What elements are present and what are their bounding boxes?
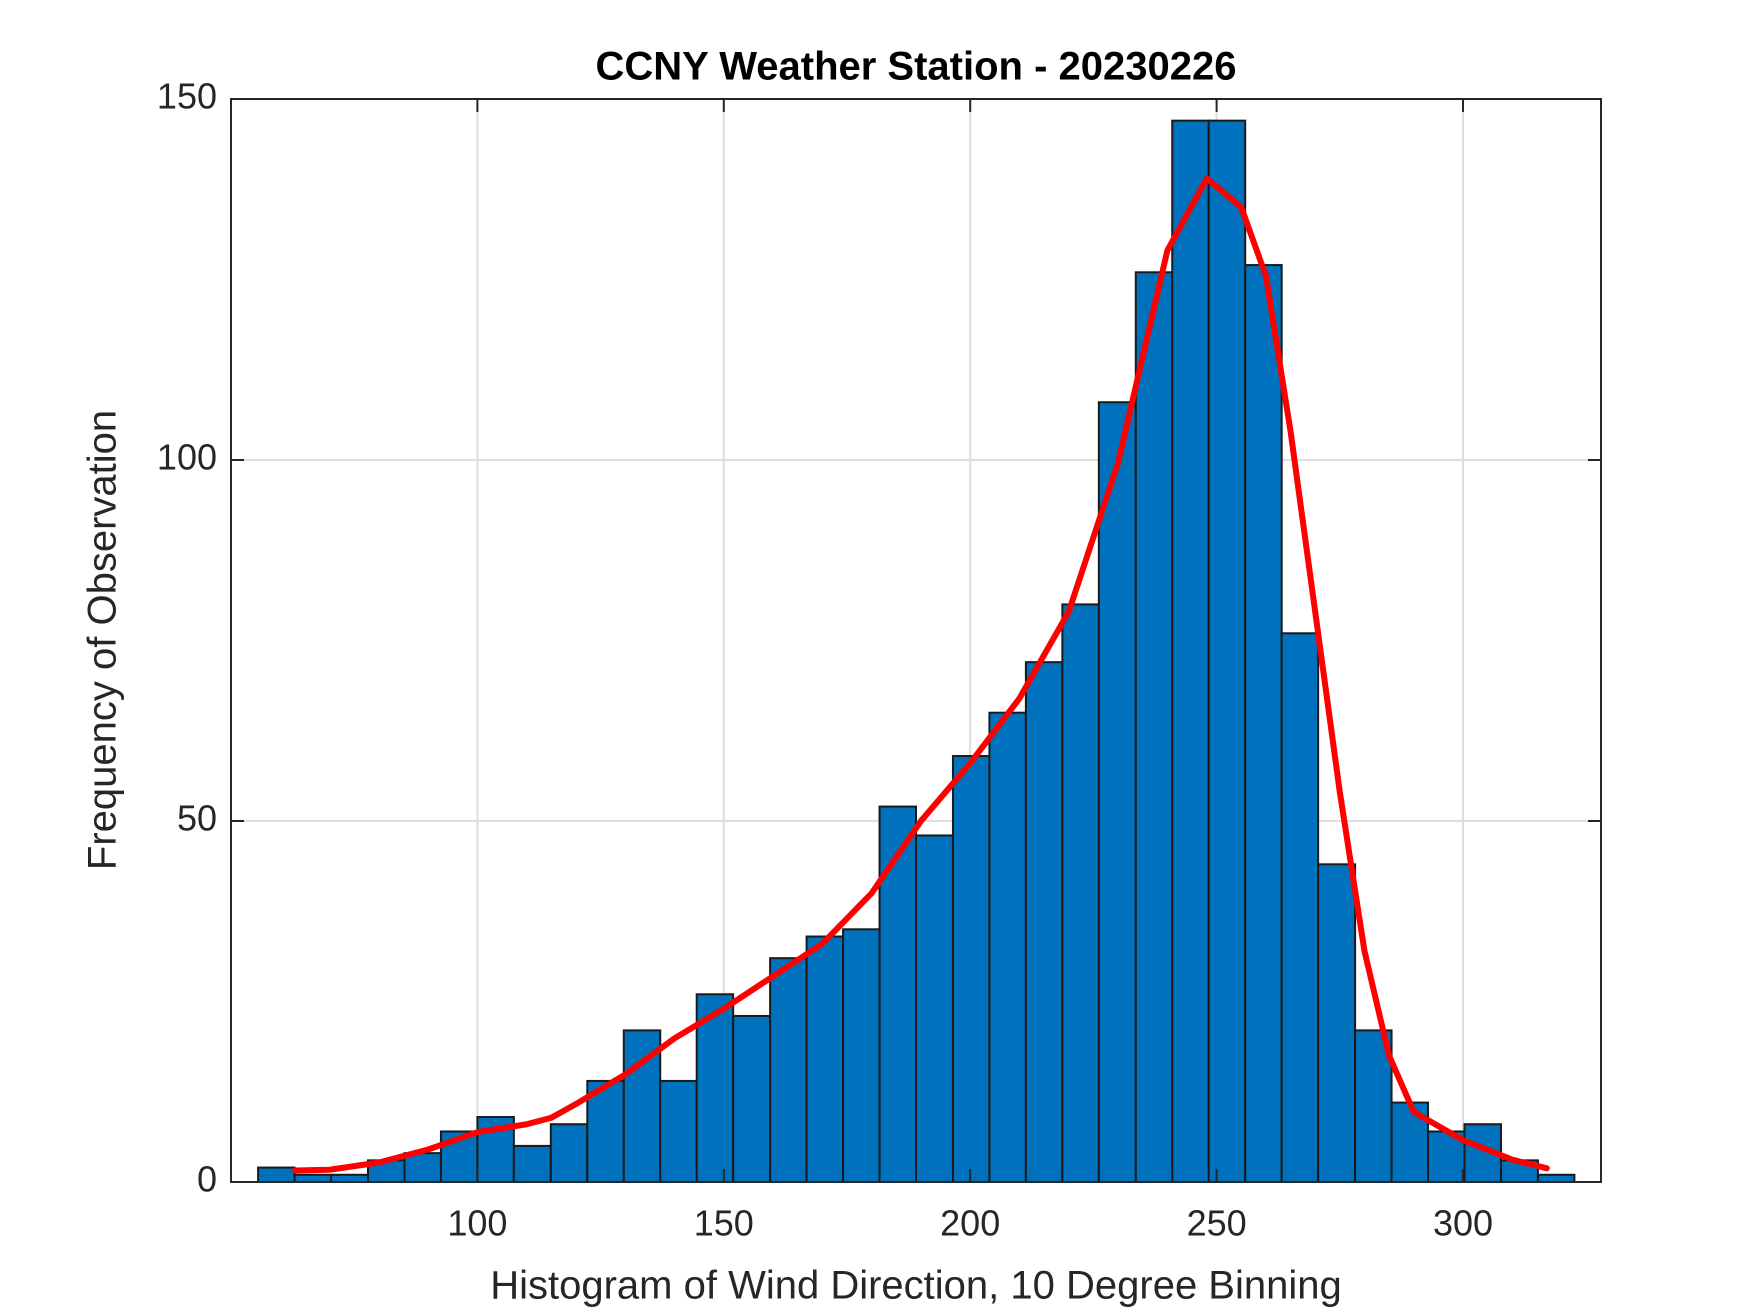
y-tick-label: 100: [157, 437, 217, 478]
bar: [842, 928, 881, 1183]
bar: [1207, 119, 1247, 1183]
y-tick-label: 0: [197, 1159, 217, 1200]
bar: [1171, 119, 1210, 1183]
bar: [549, 1123, 589, 1183]
bar: [951, 755, 991, 1184]
bar: [878, 805, 917, 1183]
bar: [1061, 603, 1100, 1183]
bar: [915, 834, 954, 1183]
x-tick-label: 100: [447, 1203, 507, 1244]
bar: [732, 1014, 772, 1183]
x-axis-label: Histogram of Wind Direction, 10 Degree B…: [490, 1264, 1342, 1308]
y-tick-label: 150: [157, 76, 217, 117]
axes-box: [230, 98, 1602, 1183]
x-tick-label: 250: [1187, 1203, 1247, 1244]
x-tick-label: 200: [940, 1203, 1000, 1244]
chart-title: CCNY Weather Station - 20230226: [596, 45, 1237, 89]
x-tick-label: 300: [1433, 1203, 1493, 1244]
bar: [1317, 863, 1357, 1183]
bar: [1536, 1173, 1576, 1184]
bar: [1024, 661, 1064, 1183]
x-tick-label: 150: [694, 1203, 754, 1244]
bar: [1097, 401, 1137, 1183]
bar: [1280, 632, 1320, 1183]
bar: [805, 935, 845, 1184]
bar: [1134, 271, 1174, 1183]
bar: [257, 1166, 296, 1184]
y-tick-label: 50: [177, 798, 217, 839]
bar: [769, 957, 808, 1183]
y-axis-label: Frequency of Observation: [81, 410, 125, 870]
bar: [403, 1152, 442, 1183]
bar: [1244, 264, 1283, 1183]
bar: [988, 711, 1027, 1183]
bar: [512, 1144, 552, 1184]
fit-curve: [292, 175, 1550, 1174]
bar: [659, 1079, 698, 1184]
bar: [293, 1173, 333, 1184]
bar: [330, 1173, 370, 1184]
